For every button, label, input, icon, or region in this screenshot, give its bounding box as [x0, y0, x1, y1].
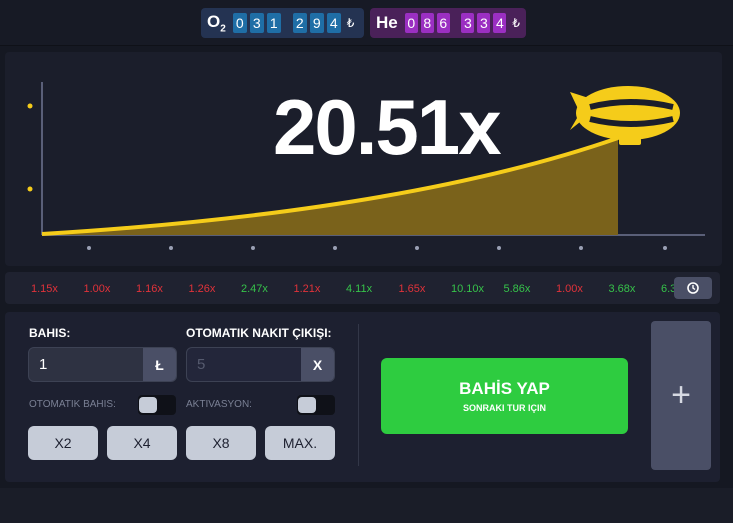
auto-bet-toggle[interactable]: [138, 395, 176, 415]
bet-amount-value[interactable]: 1: [39, 356, 48, 373]
bottom-bar: [0, 488, 733, 523]
he-balance: He 0 8 6 3 3 4 ₺: [370, 8, 526, 38]
he-label: He: [376, 13, 398, 32]
digit: 6: [436, 13, 450, 33]
history-multiplier: 1.16x: [136, 283, 163, 295]
curve-fill: [42, 138, 618, 235]
digit: 3: [461, 13, 475, 33]
activation-toggle[interactable]: [297, 395, 335, 415]
bet-panel: BAHIS: OTOMATIK NAKIT ÇIKIŞI: 1 Ł 5 X OT…: [5, 312, 720, 482]
digit: 3: [249, 13, 264, 33]
digit: 4: [493, 13, 507, 33]
divider: [358, 324, 359, 466]
activation-label: AKTIVASYON:: [186, 399, 252, 410]
auto-cashout-placeholder[interactable]: 5: [197, 356, 206, 373]
history-multiplier: 1.00x: [556, 283, 583, 295]
history-multiplier: 10.10x: [451, 283, 485, 295]
x8-button[interactable]: X8: [186, 426, 256, 460]
history-multiplier: 4.11x: [346, 283, 373, 295]
digit: 2: [292, 13, 307, 33]
currency-icon: Ł: [143, 348, 176, 381]
place-bet-sublabel: SONRAKI TUR IÇIN: [463, 403, 546, 413]
place-bet-button[interactable]: BAHİS YAP SONRAKI TUR IÇIN: [381, 358, 628, 434]
digit: 1: [266, 13, 281, 33]
history-button[interactable]: [674, 277, 712, 299]
auto-bet-label: OTOMATIK BAHIS:: [29, 399, 116, 410]
add-bet-button[interactable]: +: [651, 321, 711, 470]
x4-button[interactable]: X4: [107, 426, 177, 460]
digit: 8: [420, 13, 434, 33]
history-multiplier: 2.47x: [241, 283, 268, 295]
x2-button[interactable]: X2: [28, 426, 98, 460]
history-multiplier: 5.86x: [503, 283, 531, 295]
max-button[interactable]: MAX.: [265, 426, 335, 460]
bet-label: BAHIS:: [29, 326, 71, 340]
flight-graph: [27, 82, 705, 250]
history-multiplier: 3.68x: [608, 283, 636, 295]
axis-dot: [27, 103, 33, 109]
digit: 0: [232, 13, 247, 33]
history-icon: [687, 282, 699, 294]
auto-cashout-input[interactable]: 5 X: [186, 347, 335, 382]
zeppelin-icon: [570, 86, 680, 145]
history-multiplier: 1.65x: [398, 283, 426, 295]
history-multiplier: 1.21x: [293, 283, 321, 295]
currency-icon: ₺: [512, 16, 521, 30]
history-multiplier: 1.15x: [31, 283, 58, 295]
multiplier-display: 20.51x: [273, 83, 502, 171]
o2-label: O2: [207, 11, 226, 35]
axis-dot: [27, 186, 33, 192]
currency-icon: ₺: [346, 16, 355, 30]
auto-cashout-label: OTOMATIK NAKIT ÇIKIŞI:: [186, 326, 332, 340]
digit: 9: [309, 13, 324, 33]
multiplier-suffix: X: [301, 348, 334, 381]
digit: 4: [326, 13, 341, 33]
bet-amount-input[interactable]: 1 Ł: [28, 347, 177, 382]
top-bar: O2 0 3 1 2 9 4 ₺ He 0 8 6 3 3 4 ₺: [0, 0, 733, 46]
history-multiplier: 1.00x: [83, 283, 111, 295]
o2-balance: O2 0 3 1 2 9 4 ₺: [201, 8, 364, 38]
game-area: 20.51x: [5, 52, 722, 266]
digit: 0: [404, 13, 418, 33]
history-strip: 6.38x3.68x1.00x5.86x10.10x1.65x4.11x1.21…: [5, 272, 720, 304]
history-multiplier: 1.26x: [188, 283, 216, 295]
digit: 3: [477, 13, 491, 33]
plus-icon: +: [671, 376, 691, 414]
x-axis-dots: [87, 246, 667, 250]
multiplier-curve: [41, 136, 619, 236]
place-bet-label: BAHİS YAP: [459, 379, 550, 398]
